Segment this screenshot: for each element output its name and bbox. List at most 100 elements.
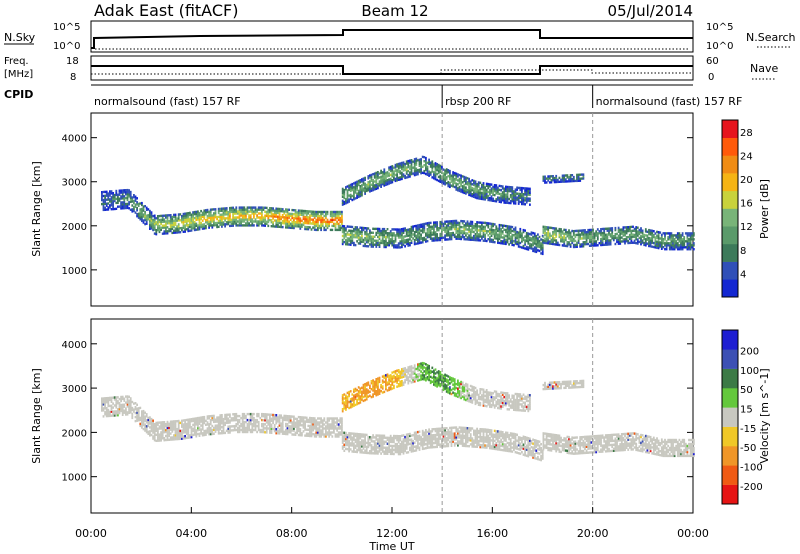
echo-cell (566, 174, 569, 177)
echo-cell (541, 250, 544, 254)
echo-cell (184, 429, 186, 432)
echo-cell (221, 223, 223, 226)
echo-cell (532, 243, 534, 247)
echo-cell (473, 226, 475, 230)
echo-cell (394, 165, 397, 169)
echo-cell (149, 209, 151, 213)
echo-cell (185, 430, 188, 434)
echo-cell (136, 203, 138, 206)
echo-cell (221, 221, 223, 224)
echo-cell (104, 397, 106, 400)
echo-cell (331, 427, 334, 430)
echo-cell (346, 201, 349, 204)
echo-cell (449, 181, 451, 185)
echo-cell (359, 226, 362, 229)
echo-cell (664, 232, 666, 235)
echo-cell (417, 232, 419, 235)
echo-cell (455, 221, 458, 225)
echo-cell (375, 179, 378, 182)
echo-cell (328, 431, 330, 434)
echo-cell (652, 245, 655, 249)
echo-cell (569, 239, 572, 242)
echo-cell (241, 208, 244, 211)
echo-cell (278, 416, 281, 419)
echo-cell (498, 198, 501, 201)
echo-cell (153, 214, 156, 217)
echo-cell (137, 202, 140, 206)
echo-cell (418, 227, 421, 231)
echo-cell (383, 231, 386, 235)
echo-cell (184, 216, 186, 219)
echo-cell (686, 234, 689, 237)
echo-cell (320, 216, 322, 220)
echo-cell (511, 198, 514, 201)
echo-cell (150, 219, 153, 222)
echo-cell (227, 211, 230, 214)
echo-cell (544, 229, 546, 233)
echo-cell (157, 429, 159, 432)
echo-cell (286, 419, 289, 422)
echo-cell (550, 242, 553, 245)
echo-cell (144, 213, 146, 216)
echo-cell (596, 228, 599, 231)
echo-cell (447, 180, 450, 184)
echo-cell (277, 225, 279, 228)
echo-cell (131, 198, 134, 201)
echo-cell (176, 427, 178, 431)
echo-cell (596, 236, 599, 239)
echo-cell (428, 229, 430, 233)
echo-cell (624, 230, 626, 233)
echo-cell (337, 222, 340, 226)
echo-cell (339, 224, 342, 228)
echo-cell (683, 246, 686, 249)
echo-cell (112, 207, 114, 211)
echo-cell (333, 218, 335, 222)
echo-cell (686, 242, 689, 245)
echo-cell (396, 175, 398, 178)
echo-cell (161, 214, 164, 217)
echo-cell (566, 233, 569, 236)
echo-cell (161, 431, 164, 434)
echo-cell (269, 427, 271, 430)
echo-cell (646, 230, 649, 233)
echo-cell (519, 227, 522, 231)
echo-cell (689, 242, 692, 245)
echo-cell (128, 203, 130, 206)
echo-cell (349, 197, 352, 200)
echo-cell (513, 194, 515, 197)
echo-cell (538, 243, 541, 247)
echo-cell (294, 213, 297, 216)
echo-cell (269, 218, 271, 222)
echo-cell (253, 428, 255, 432)
echo-cell (402, 237, 405, 240)
echo-cell (317, 210, 319, 214)
echo-cell (394, 236, 397, 239)
echo-cell (413, 158, 416, 161)
echo-cell (354, 450, 357, 453)
echo-cell (514, 232, 517, 235)
echo-cell (139, 212, 142, 215)
echo-cell (203, 417, 206, 421)
echo-cell (498, 192, 501, 196)
echo-cell (262, 208, 265, 211)
echo-cell (305, 220, 308, 223)
echo-cell (125, 191, 127, 194)
echo-cell (257, 412, 260, 416)
echo-cell (370, 177, 373, 180)
echo-cell (514, 188, 517, 191)
echo-cell (261, 224, 263, 227)
echo-cell (574, 243, 577, 247)
echo-cell (388, 172, 390, 175)
echo-cell (359, 179, 362, 182)
echo-cell (125, 193, 127, 196)
echo-cell (450, 184, 453, 187)
echo-cell (524, 241, 526, 244)
echo-cell (633, 241, 636, 244)
echo-cell (568, 229, 570, 232)
echo-cell (458, 187, 461, 191)
echo-cell (381, 239, 384, 243)
echo-cell (139, 422, 142, 426)
echo-cell (171, 219, 174, 223)
echo-cell (198, 220, 201, 223)
echo-cell (225, 207, 228, 210)
